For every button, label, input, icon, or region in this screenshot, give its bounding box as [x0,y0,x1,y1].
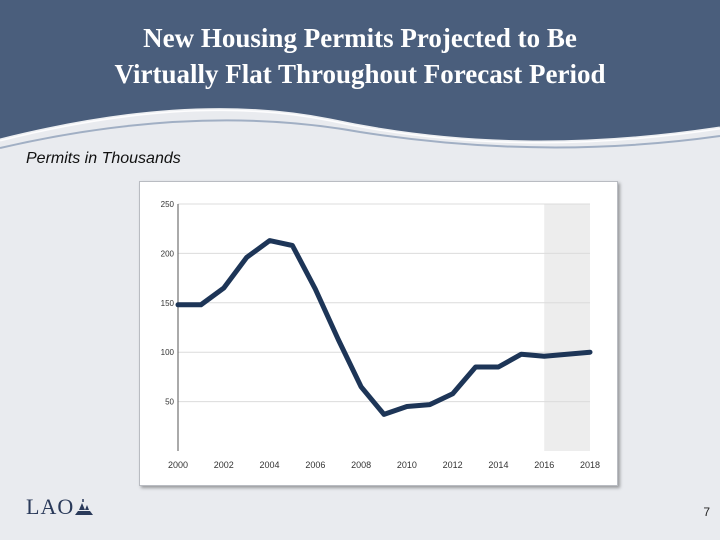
x-tick-label: 2004 [260,460,280,470]
x-tick-label: 2008 [351,460,371,470]
x-tick-label: 2006 [305,460,325,470]
x-tick-label: 2012 [443,460,463,470]
slide-title-line2: Virtually Flat Throughout Forecast Perio… [114,59,606,89]
lao-logo: LAO [26,494,75,519]
y-tick-label: 100 [161,348,175,357]
x-tick-label: 2002 [214,460,234,470]
y-tick-label: 250 [161,200,175,209]
slide-title-line1: New Housing Permits Projected to Be [143,23,577,53]
x-tick-label: 2010 [397,460,417,470]
y-tick-label: 150 [161,299,175,308]
page-number: 7 [703,505,710,519]
lao-logo-icon [75,499,93,515]
x-axis: 2000 2002 2004 2006 2008 2010 2012 2014 2016 2018 [168,460,600,470]
x-tick-label: 2016 [534,460,554,470]
y-tick-label: 50 [165,398,174,407]
header-banner: New Housing Permits Projected to Be Virt… [0,0,720,150]
forecast-shade [544,204,590,451]
series-line [175,238,593,417]
chart-frame: 50 100 150 200 250 2000 2002 2004 2006 2008 2010 2… [139,181,618,486]
grid-lines [178,203,590,403]
y-axis: 50 100 150 200 250 [161,200,179,451]
x-tick-label: 2000 [168,460,188,470]
header-background [0,0,720,149]
x-tick-label: 2014 [488,460,508,470]
chart-subtitle: Permits in Thousands [26,150,181,167]
slide-title: New Housing Permits Projected to Be Virt… [0,20,720,92]
y-tick-label: 200 [161,249,175,258]
x-tick-label: 2018 [580,460,600,470]
